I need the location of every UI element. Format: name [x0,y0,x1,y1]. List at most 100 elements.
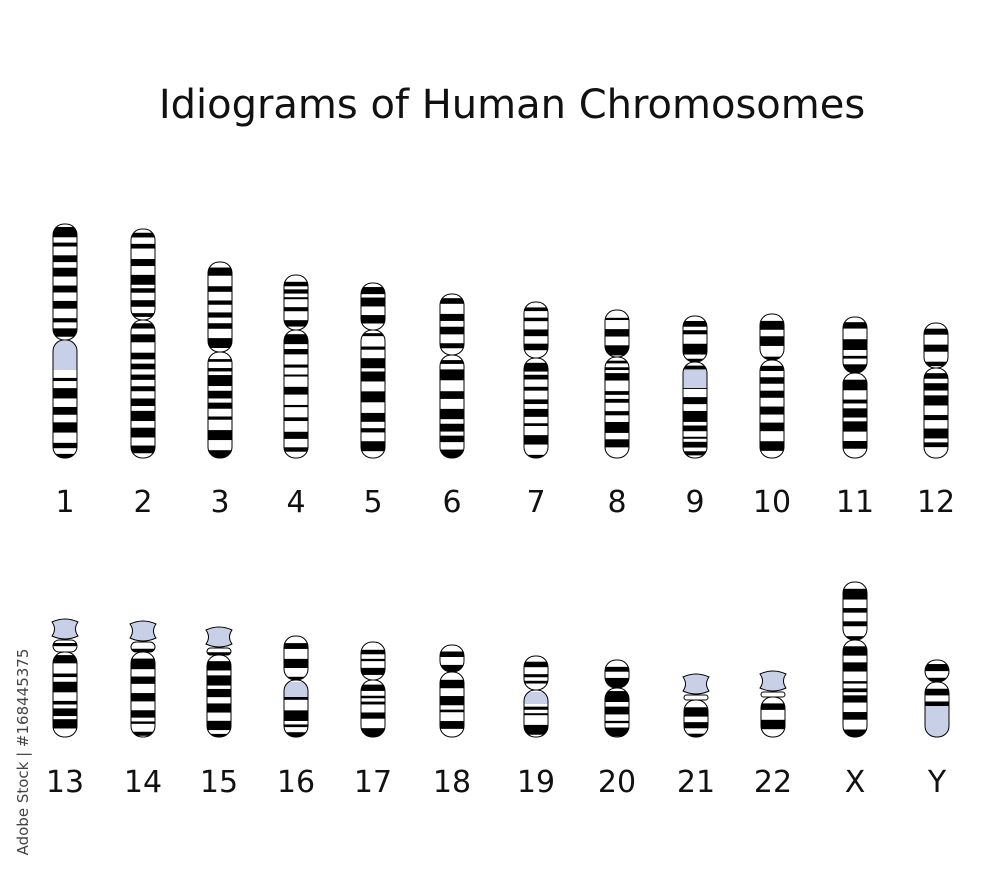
chromosome [129,620,157,738]
bands [207,652,231,655]
arm [684,700,708,737]
band [683,358,707,362]
chromosome-label: Y [927,765,947,800]
arm [440,355,464,458]
chromosome [360,641,386,738]
chromosome-label: 10 [753,485,791,520]
band [843,339,867,351]
bands [207,661,231,737]
title: Idiograms of Human Chromosomes [159,82,865,128]
chromosome-label: 16 [277,765,315,800]
band [361,649,385,655]
band [684,733,708,737]
band [605,439,629,448]
band [208,368,232,372]
band [524,399,548,405]
bands [843,588,867,640]
bands [683,365,707,456]
band [361,371,385,382]
band [207,703,231,713]
band [53,673,77,678]
band [440,679,464,689]
band [131,313,155,317]
band [524,408,548,417]
arm [284,636,308,680]
band [208,450,232,458]
bands [760,320,784,360]
band [683,410,707,422]
band [208,375,232,387]
band [843,662,867,672]
bands [53,643,77,647]
arm-outline [604,356,630,459]
band [440,360,464,364]
band [843,636,867,640]
band [284,374,308,377]
band [361,701,385,705]
band [284,710,308,721]
chromosome-label: 4 [286,485,305,520]
bands [361,684,385,737]
band [53,388,77,399]
bands [53,341,77,458]
band [361,695,385,699]
band [53,453,77,458]
chromosome [759,313,785,459]
bands [683,320,707,362]
band [925,701,949,708]
band [683,451,707,456]
chromosome-label: 6 [442,485,461,520]
arm [361,680,385,737]
band [361,346,385,350]
band [440,326,464,335]
band [605,677,629,688]
chromosome-label: 1 [55,485,74,520]
arm-outline [759,359,785,459]
heterochromatin [925,706,949,737]
band [131,352,155,360]
arm-outline [523,689,549,738]
band [208,430,232,441]
chromosome [604,659,630,738]
chromosome-label: 5 [363,485,382,520]
band [524,661,548,668]
band [208,359,232,362]
band [605,706,629,715]
heterochromatin [524,692,548,704]
chromosome [682,673,710,738]
band [843,322,867,329]
band [843,695,867,703]
band [843,379,867,391]
band [284,724,308,728]
band [53,318,77,323]
chromosome [205,626,233,738]
band [524,307,548,312]
band [131,363,155,370]
bands [361,287,385,324]
band [605,421,629,433]
band [207,675,231,686]
bands [440,651,464,672]
band [207,688,231,698]
band [208,300,232,305]
band [924,442,948,448]
band [284,307,308,312]
bands [925,664,949,682]
band [53,300,77,309]
chromosome [207,261,233,459]
band [843,421,867,432]
arm-outline [130,319,156,459]
band [131,427,155,438]
band [131,445,155,454]
bands [284,682,308,737]
bands [284,281,308,327]
arm [524,358,548,458]
band [131,710,155,718]
band [284,431,308,439]
satellite [682,673,710,695]
chromosome-label: 20 [598,765,636,800]
band [761,719,785,730]
band [440,664,464,672]
band [524,423,548,426]
arm-outline [683,699,709,738]
